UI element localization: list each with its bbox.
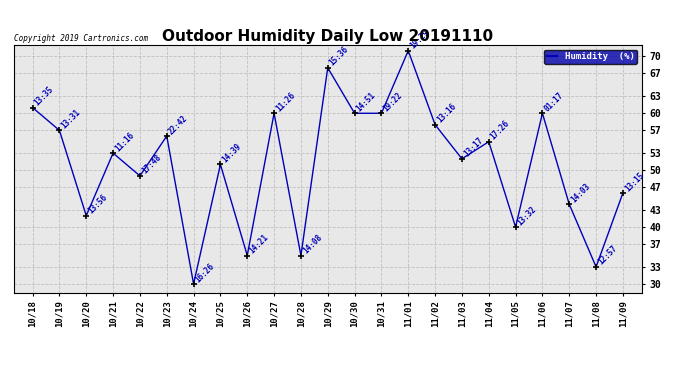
Text: 13:35: 13:35 xyxy=(32,85,55,108)
Text: 13:15: 13:15 xyxy=(623,170,646,193)
Text: 13:16: 13:16 xyxy=(435,102,457,125)
Text: 16:26: 16:26 xyxy=(194,261,216,284)
Text: 13:32: 13:32 xyxy=(515,204,538,227)
Text: 17:26: 17:26 xyxy=(489,119,511,142)
Text: 19:22: 19:22 xyxy=(382,90,404,113)
Text: 19:29: 19:29 xyxy=(408,28,431,51)
Text: 14:08: 14:08 xyxy=(301,233,324,255)
Text: 14:51: 14:51 xyxy=(355,90,377,113)
Text: 22:42: 22:42 xyxy=(167,113,190,136)
Text: 15:36: 15:36 xyxy=(328,45,351,68)
Text: 13:56: 13:56 xyxy=(86,193,109,216)
Legend: Humidity  (%): Humidity (%) xyxy=(544,50,637,64)
Text: 14:39: 14:39 xyxy=(220,142,243,165)
Text: 11:26: 11:26 xyxy=(274,90,297,113)
Text: 13:17: 13:17 xyxy=(462,136,484,159)
Text: 11:16: 11:16 xyxy=(113,130,136,153)
Text: Copyright 2019 Cartronics.com: Copyright 2019 Cartronics.com xyxy=(14,33,148,42)
Title: Outdoor Humidity Daily Low 20191110: Outdoor Humidity Daily Low 20191110 xyxy=(162,29,493,44)
Text: 14:03: 14:03 xyxy=(569,182,592,204)
Text: 01:17: 01:17 xyxy=(542,90,565,113)
Text: 12:57: 12:57 xyxy=(596,244,619,267)
Text: 13:31: 13:31 xyxy=(59,108,82,130)
Text: 17:48: 17:48 xyxy=(140,153,163,176)
Text: 14:21: 14:21 xyxy=(247,233,270,255)
